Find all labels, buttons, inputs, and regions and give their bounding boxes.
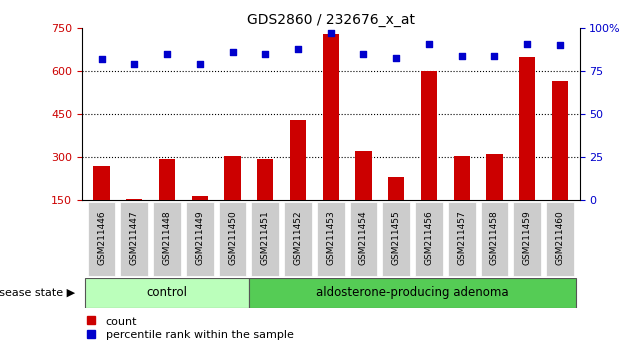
Bar: [519, 57, 536, 200]
FancyBboxPatch shape: [513, 202, 541, 276]
FancyBboxPatch shape: [546, 202, 574, 276]
Text: control: control: [147, 286, 188, 299]
Point: [522, 41, 532, 47]
Text: GSM211453: GSM211453: [326, 210, 335, 265]
Text: GSM211449: GSM211449: [195, 210, 204, 265]
Point: [129, 62, 139, 67]
Point: [293, 46, 303, 52]
Point: [260, 51, 270, 57]
FancyBboxPatch shape: [415, 202, 443, 276]
Point: [162, 51, 172, 57]
Text: GSM211446: GSM211446: [97, 210, 106, 265]
Text: GSM211455: GSM211455: [392, 210, 401, 265]
Bar: [290, 120, 306, 200]
FancyBboxPatch shape: [251, 202, 279, 276]
FancyBboxPatch shape: [85, 278, 249, 308]
Bar: [421, 71, 437, 200]
FancyBboxPatch shape: [284, 202, 312, 276]
FancyBboxPatch shape: [186, 202, 214, 276]
FancyBboxPatch shape: [350, 202, 377, 276]
Bar: [388, 177, 404, 200]
Text: GSM211448: GSM211448: [163, 210, 171, 265]
FancyBboxPatch shape: [120, 202, 148, 276]
Point: [391, 55, 401, 60]
FancyBboxPatch shape: [219, 202, 246, 276]
Text: GSM211452: GSM211452: [294, 210, 302, 265]
Point: [227, 50, 238, 55]
Bar: [323, 34, 339, 200]
FancyBboxPatch shape: [382, 202, 410, 276]
Bar: [486, 154, 503, 200]
Point: [555, 43, 565, 48]
FancyBboxPatch shape: [448, 202, 476, 276]
Text: disease state ▶: disease state ▶: [0, 288, 76, 298]
FancyBboxPatch shape: [317, 202, 345, 276]
Text: GSM211456: GSM211456: [425, 210, 433, 265]
Text: GSM211454: GSM211454: [359, 210, 368, 265]
Text: GSM211450: GSM211450: [228, 210, 237, 265]
Point: [424, 41, 434, 47]
FancyBboxPatch shape: [249, 278, 576, 308]
Bar: [552, 81, 568, 200]
Text: GSM211457: GSM211457: [457, 210, 466, 265]
FancyBboxPatch shape: [88, 202, 115, 276]
Text: GSM211458: GSM211458: [490, 210, 499, 265]
Point: [96, 56, 106, 62]
Bar: [355, 152, 372, 200]
Text: GSM211460: GSM211460: [556, 210, 564, 265]
Point: [195, 62, 205, 67]
Text: GSM211451: GSM211451: [261, 210, 270, 265]
Text: GSM211447: GSM211447: [130, 210, 139, 265]
Bar: [93, 166, 110, 200]
Bar: [192, 196, 208, 200]
FancyBboxPatch shape: [481, 202, 508, 276]
Point: [358, 51, 369, 57]
Bar: [224, 156, 241, 200]
Text: GSM211459: GSM211459: [523, 210, 532, 265]
Bar: [454, 156, 470, 200]
Bar: [257, 159, 273, 200]
Point: [326, 31, 336, 36]
Legend: count, percentile rank within the sample: count, percentile rank within the sample: [81, 312, 298, 345]
FancyBboxPatch shape: [153, 202, 181, 276]
Point: [457, 53, 467, 59]
Bar: [159, 159, 175, 200]
Point: [490, 53, 500, 59]
Text: aldosterone-producing adenoma: aldosterone-producing adenoma: [316, 286, 509, 299]
Bar: [126, 199, 142, 200]
Title: GDS2860 / 232676_x_at: GDS2860 / 232676_x_at: [247, 13, 415, 27]
